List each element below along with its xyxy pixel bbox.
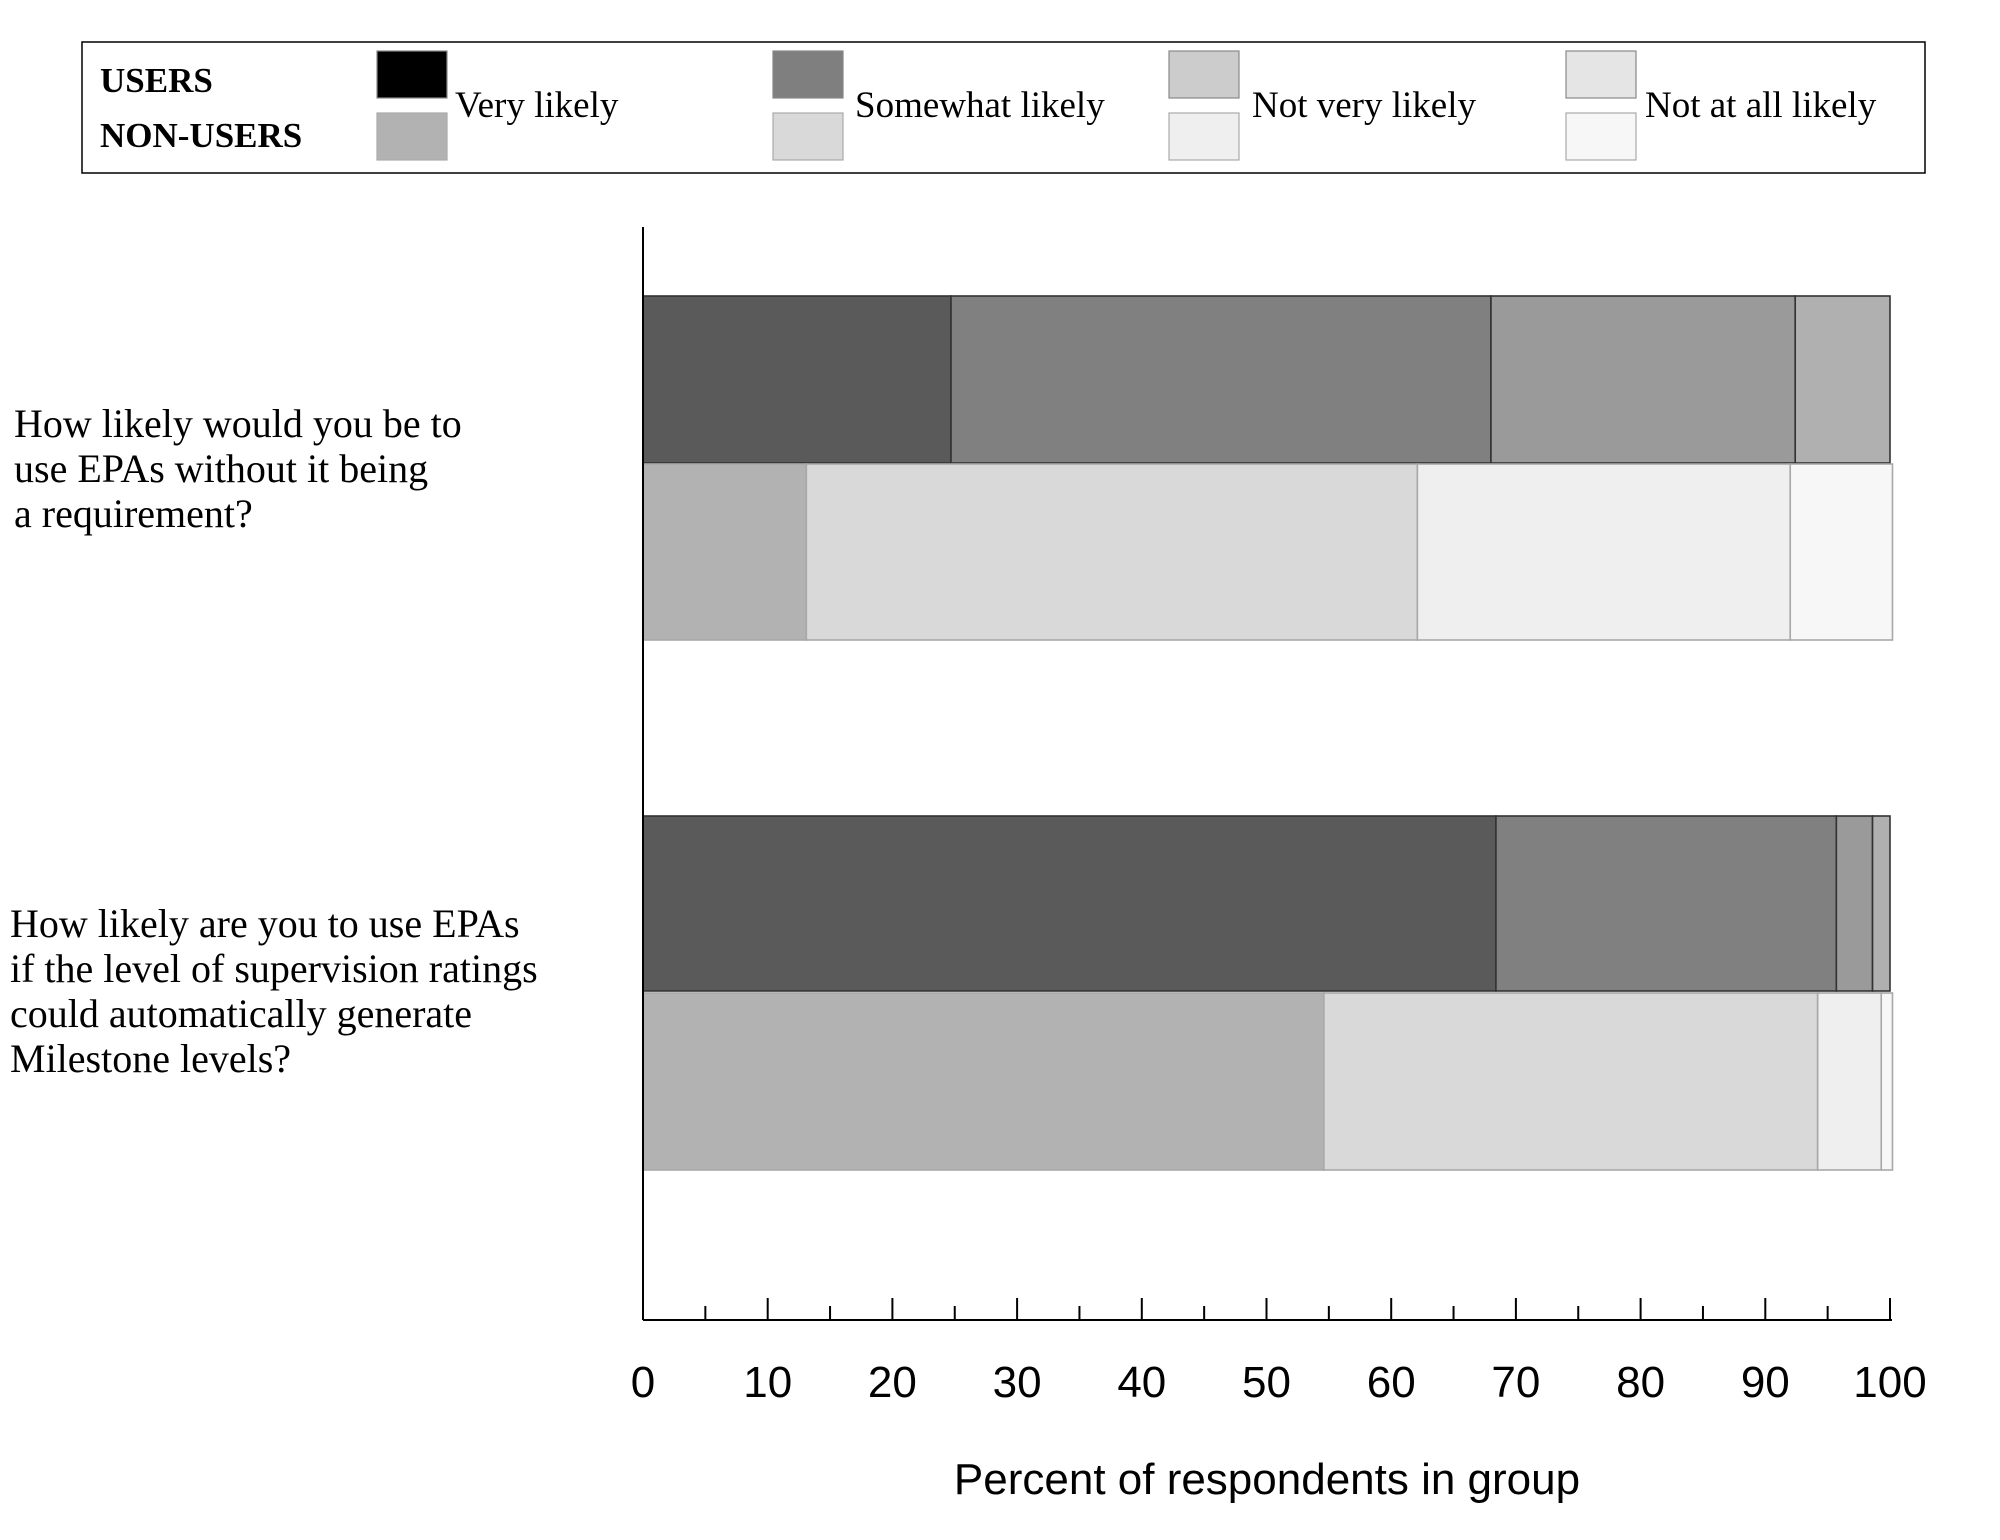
x-tick-label: 50	[1242, 1358, 1291, 1407]
x-tick-label: 30	[993, 1358, 1042, 1407]
bar-segment-users	[642, 815, 1497, 992]
bar-segment-non-users	[1816, 992, 1883, 1171]
category-label-line: if the level of supervision ratings	[10, 946, 538, 991]
bar-segment-non-users	[1789, 463, 1894, 641]
legend-entry-label: Not at all likely	[1645, 85, 1877, 126]
bar-segment-users	[1495, 815, 1838, 992]
legend-swatch-non-users	[376, 112, 448, 161]
x-tick-label: 40	[1117, 1358, 1166, 1407]
bar-segment-users	[1794, 295, 1891, 464]
category-label-line: How likely are you to use EPAs	[10, 901, 520, 946]
x-tick-label: 10	[743, 1358, 792, 1407]
bar-segment-non-users	[642, 463, 808, 641]
x-tick-label: 100	[1853, 1358, 1926, 1407]
legend-swatch-users	[376, 50, 448, 99]
bar-segment-non-users	[1323, 992, 1819, 1171]
legend-entry-label: Very likely	[455, 85, 619, 126]
legend-group-label-users: USERS	[100, 61, 213, 100]
x-tick-label: 0	[631, 1358, 655, 1407]
legend-swatch-users	[772, 50, 844, 99]
legend-swatch-users	[1168, 50, 1240, 99]
legend-entry-label: Somewhat likely	[855, 85, 1105, 126]
bar-segment-users	[642, 295, 952, 464]
legend-group-label-non-users: NON-USERS	[100, 116, 302, 155]
legend-entry-label: Not very likely	[1252, 85, 1477, 126]
bar-segment-users	[1871, 815, 1891, 992]
legend-swatch-non-users	[1168, 112, 1240, 161]
x-tick-label: 60	[1367, 1358, 1416, 1407]
x-axis-title: Percent of respondents in group	[954, 1455, 1580, 1504]
x-tick-label: 20	[868, 1358, 917, 1407]
x-tick-label: 90	[1741, 1358, 1790, 1407]
bar-segment-non-users	[805, 463, 1419, 641]
bar-segment-non-users	[1880, 992, 1894, 1171]
legend-swatch-non-users	[772, 112, 844, 161]
bars	[642, 295, 1894, 1171]
bar-segment-non-users	[642, 992, 1325, 1171]
legend-swatch-users	[1565, 50, 1637, 99]
category-label-line: a requirement?	[14, 491, 253, 536]
category-label-line: could automatically generate	[10, 991, 472, 1036]
legend: USERS NON-USERS Very likely Somewhat likely…	[81, 41, 1926, 174]
bar-segment-users	[1835, 815, 1874, 992]
bar-segment-users	[1490, 295, 1797, 464]
bar-segment-non-users	[1416, 463, 1792, 641]
bar-segment-users	[950, 295, 1492, 464]
axes: 0 10 20 30 40 50 60 70 80 90 100 Percent of respond…	[631, 227, 1927, 1504]
legend-swatch-non-users	[1565, 112, 1637, 161]
category-label-line: use EPAs without it being	[14, 446, 428, 491]
category-label-line: How likely would you be to	[14, 401, 462, 446]
category-label-line: Milestone levels?	[10, 1036, 291, 1081]
x-tick-label: 70	[1491, 1358, 1540, 1407]
x-tick-label: 80	[1616, 1358, 1665, 1407]
